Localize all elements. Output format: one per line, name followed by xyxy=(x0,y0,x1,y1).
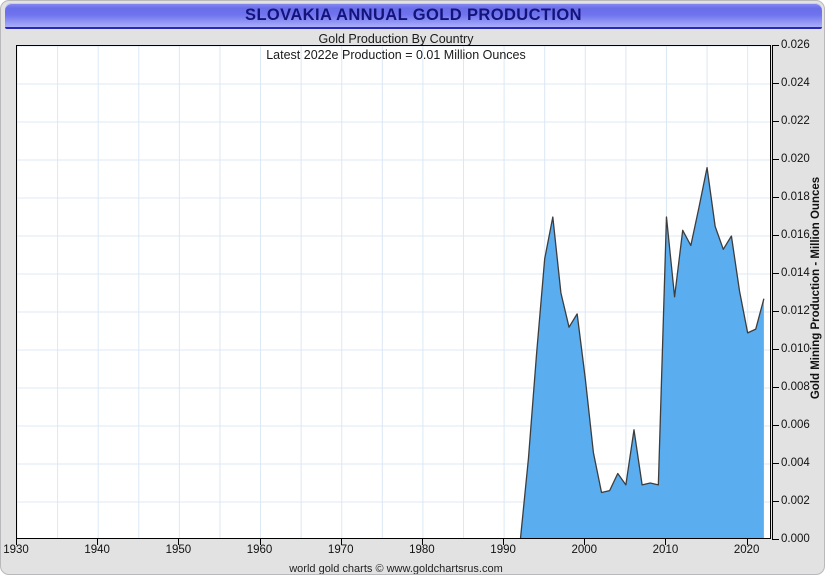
y-tick-mark xyxy=(772,273,779,274)
y-tick-mark xyxy=(772,121,779,122)
y-tick-label: 0.026 xyxy=(781,39,810,51)
x-tick-label: 1930 xyxy=(3,544,29,556)
y-tick-mark xyxy=(772,83,779,84)
y-tick-mark xyxy=(772,463,779,464)
y-tick-mark xyxy=(772,387,779,388)
y-tick-mark xyxy=(772,45,779,46)
x-tick-mark xyxy=(97,539,99,545)
x-tick-label: 2020 xyxy=(733,544,760,556)
x-tick-mark xyxy=(503,539,505,545)
x-tick-label: 1960 xyxy=(246,544,273,556)
x-tick-label: 1940 xyxy=(84,544,110,556)
y-tick-mark xyxy=(772,349,779,350)
x-tick-label: 2010 xyxy=(652,544,679,556)
x-tick-label: 1970 xyxy=(327,544,354,556)
y-tick-label: 0.012 xyxy=(781,305,810,317)
x-tick-label: 1980 xyxy=(409,544,435,556)
x-tick-mark xyxy=(16,539,17,545)
y-axis-title: Gold Mining Production - Million Ounces xyxy=(810,176,822,399)
x-tick-mark xyxy=(584,539,586,545)
y-tick-mark xyxy=(772,197,779,198)
x-tick-mark xyxy=(259,539,261,545)
y-tick-label: 0.018 xyxy=(781,191,810,203)
x-tick-mark xyxy=(178,539,180,545)
y-tick-mark xyxy=(772,501,779,502)
y-tick-label: 0.006 xyxy=(781,419,810,431)
y-tick-mark xyxy=(772,235,779,236)
y-tick-label: 0.014 xyxy=(781,267,810,279)
y-tick-label: 0.022 xyxy=(781,115,810,127)
x-tick-mark xyxy=(746,539,748,545)
y-tick-mark xyxy=(772,425,779,426)
x-tick-mark xyxy=(665,539,667,545)
y-tick-label: 0.020 xyxy=(781,153,810,165)
chart-footer-credit: world gold charts © www.goldchartsrus.co… xyxy=(289,563,503,575)
y-tick-label: 0.008 xyxy=(781,381,810,393)
y-tick-mark xyxy=(772,159,779,160)
y-tick-label: 0.024 xyxy=(781,77,810,89)
x-tick-mark xyxy=(340,539,342,545)
y-axis-line xyxy=(771,45,773,539)
y-tick-label: 0.016 xyxy=(781,229,810,241)
y-tick-mark xyxy=(772,539,779,540)
gold-production-area-series xyxy=(519,166,765,538)
chart-subtitle: Gold Production By Country xyxy=(318,32,474,46)
plot-area xyxy=(16,45,771,539)
y-tick-label: 0.010 xyxy=(781,343,810,355)
y-tick-mark xyxy=(772,311,779,312)
x-tick-label: 1950 xyxy=(165,544,192,556)
y-tick-label: 0.000 xyxy=(781,533,810,545)
y-tick-label: 0.004 xyxy=(781,457,810,469)
page-title: SLOVAKIA ANNUAL GOLD PRODUCTION xyxy=(245,5,582,24)
x-tick-label: 2000 xyxy=(571,544,598,556)
x-tick-label: 1990 xyxy=(490,544,516,556)
window-titlebar: SLOVAKIA ANNUAL GOLD PRODUCTION xyxy=(5,3,822,29)
x-tick-mark xyxy=(421,539,423,545)
y-tick-label: 0.002 xyxy=(781,495,810,507)
